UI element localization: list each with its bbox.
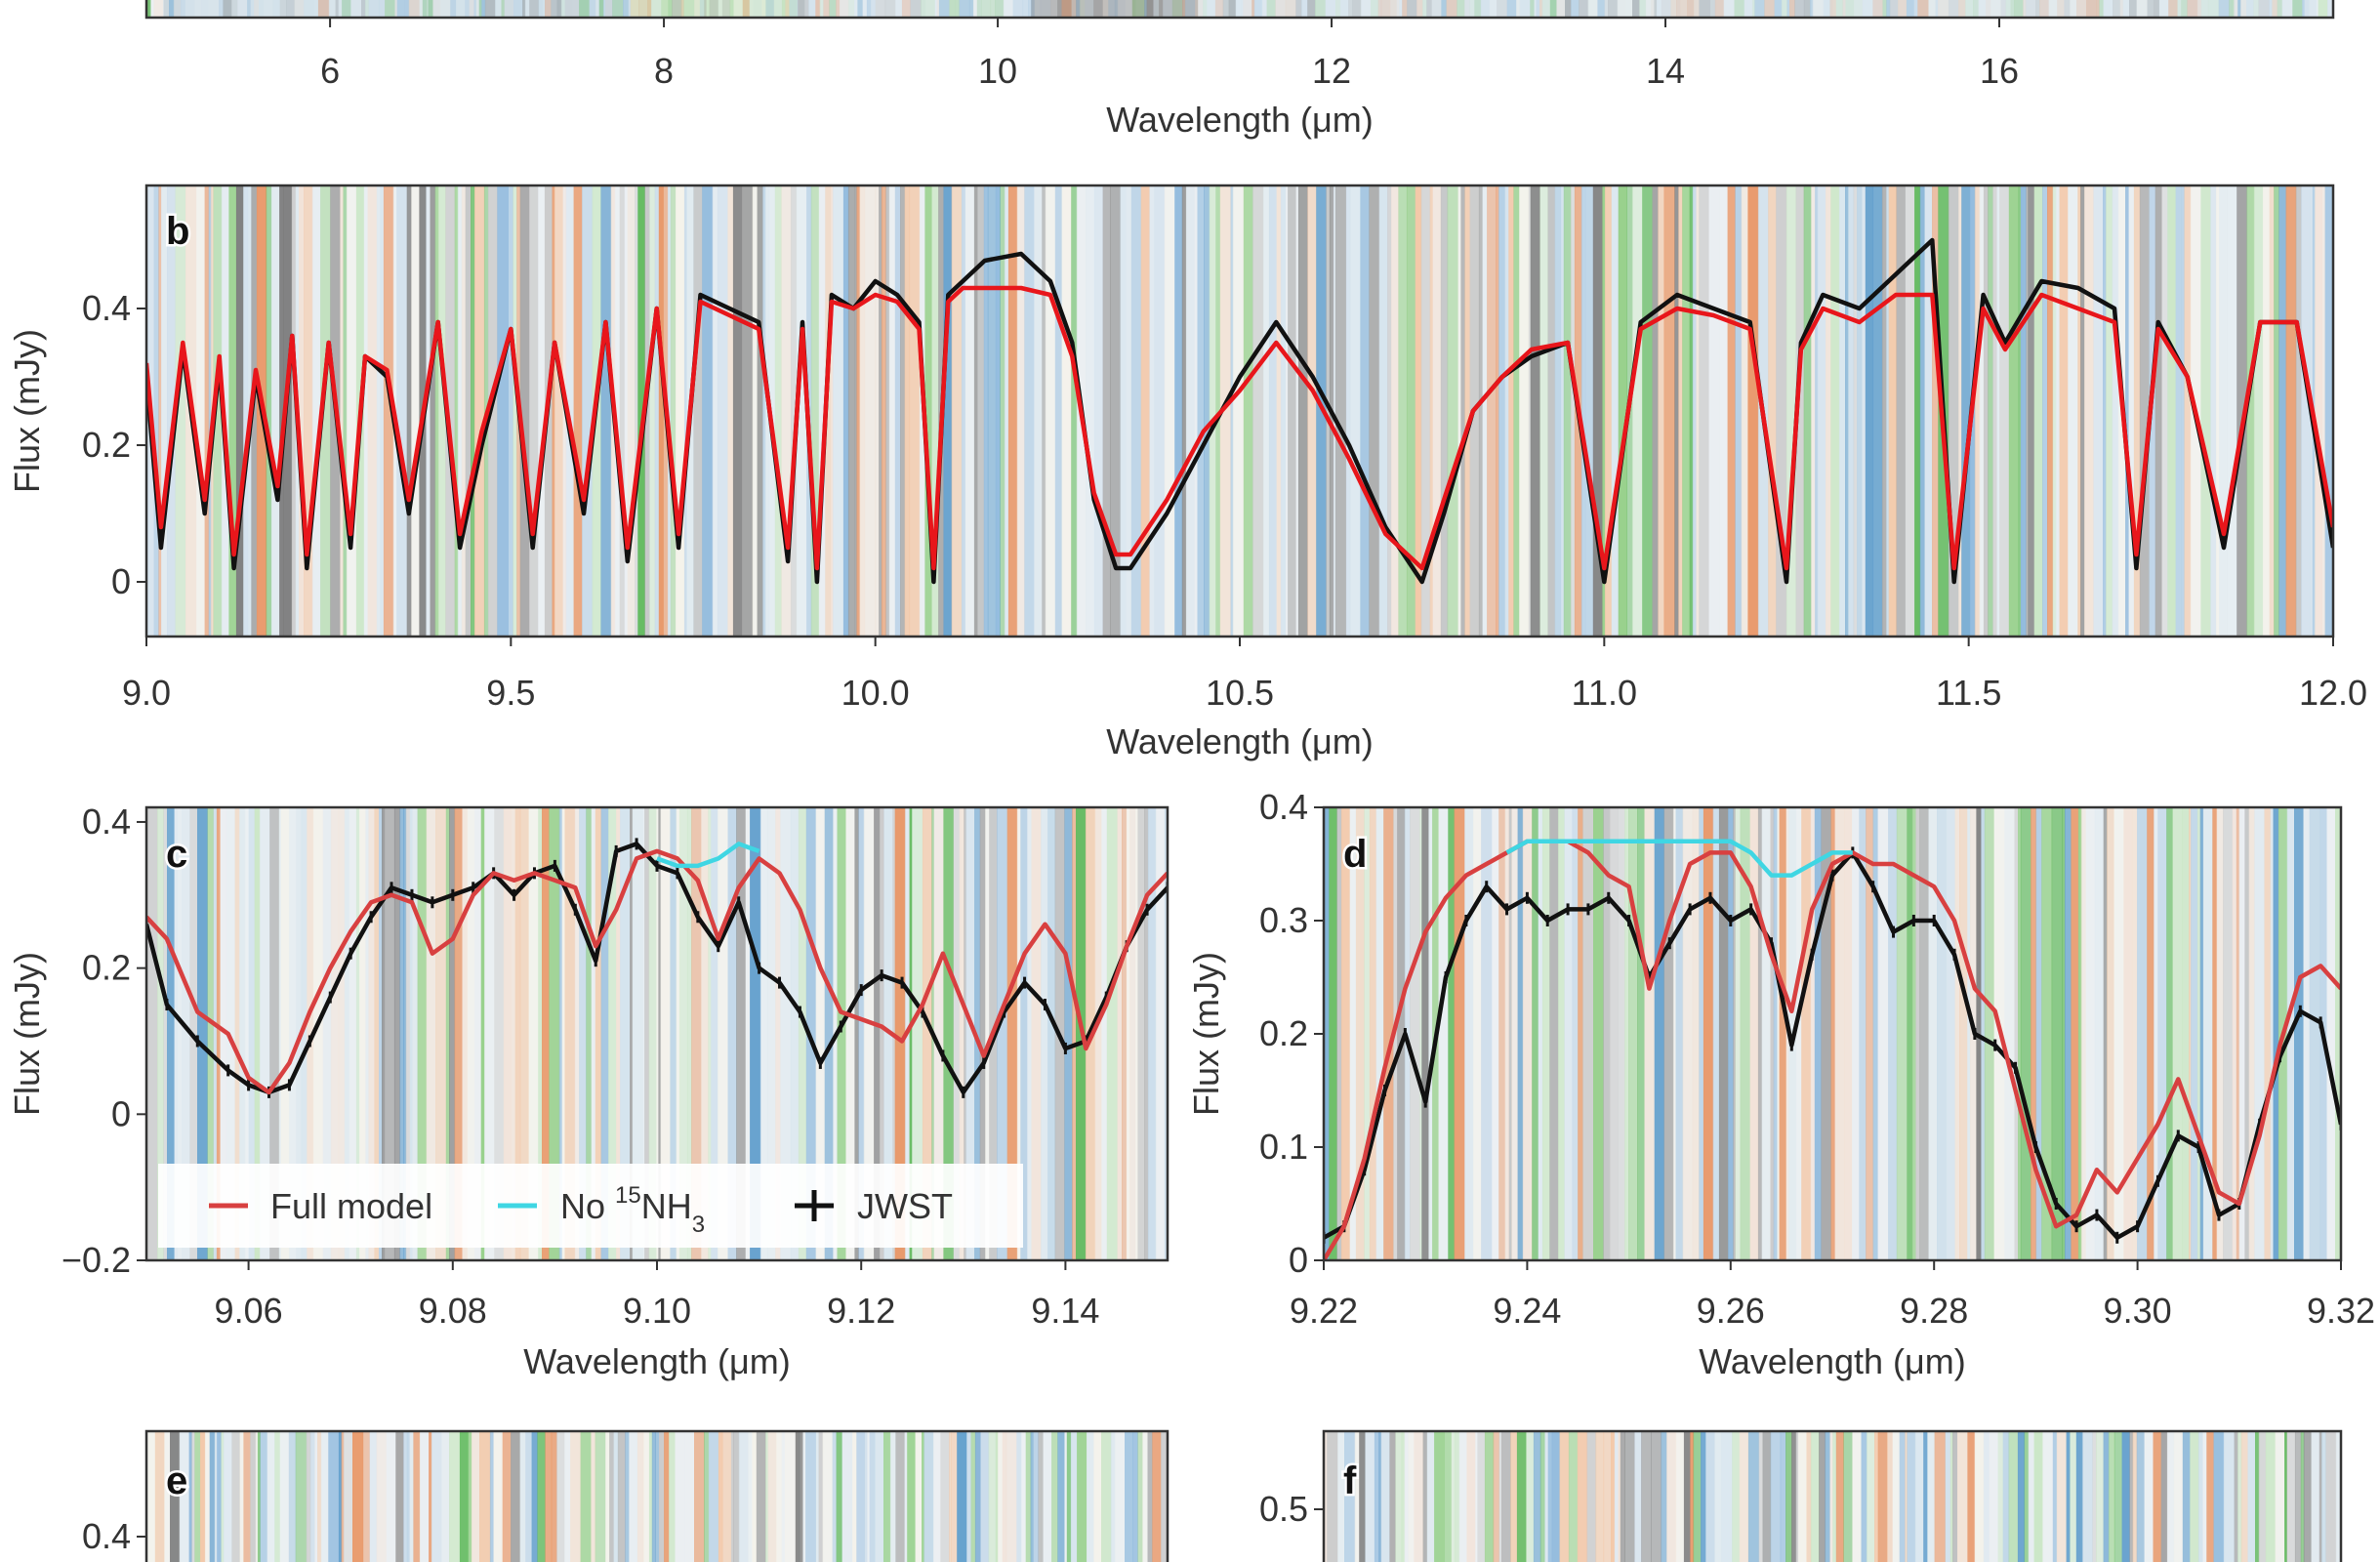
y-axis-title: Flux (mJy) (7, 952, 47, 1116)
x-tick-label: 6 (320, 51, 340, 91)
x-axis-title: Wavelength (μm) (1106, 100, 1373, 140)
y-axis-title: Flux (mJy) (1186, 952, 1226, 1116)
y-tick-label: −0.2 (62, 1240, 131, 1280)
panel-label: b (166, 210, 189, 253)
y-tick-label: 0.5 (1259, 1489, 1308, 1529)
y-tick-label: 0 (111, 1093, 131, 1133)
panel-d-series-full-model (1324, 839, 2341, 1260)
x-tick-label: 9.24 (1493, 1291, 1561, 1331)
panel-c-series-no-nh (656, 842, 760, 869)
x-tick-label: 8 (654, 51, 674, 91)
panel-f: 0.5 f (1259, 1429, 2343, 1562)
y-tick-label: 0.4 (82, 288, 131, 328)
legend: Full model No 15NH3 JWST (158, 1164, 1023, 1248)
legend-label-nh: NH (641, 1186, 692, 1226)
x-tick-label: 9.32 (2307, 1291, 2375, 1331)
x-tick-label: 10 (978, 51, 1017, 91)
legend-label-jwst: JWST (857, 1186, 953, 1226)
panel-f-background (1324, 1431, 2341, 1562)
panel-e: 0.4 e (82, 1429, 1169, 1562)
y-tick-label: 0.4 (1259, 787, 1308, 827)
panel-b: 9.0 9.5 10.0 10.5 11.0 11.5 12.0 0 0.2 0.4 Wavelen… (7, 184, 2367, 761)
panel-c-series-jwst (146, 842, 1168, 1095)
panel-b-background (146, 185, 2333, 637)
background-band (1031, 0, 1199, 18)
legend-subscript: 3 (692, 1212, 705, 1238)
panel-c-series-full-model (146, 848, 1168, 1095)
panel-c: 9.06 9.08 9.10 9.12 9.14 −0.2 0 0.2 0.4 Wavelengt… (7, 802, 1169, 1381)
background-band (797, 0, 1032, 18)
x-tick-label: 14 (1646, 51, 1685, 91)
x-tick-label: 9.26 (1697, 1291, 1765, 1331)
y-tick-label: 0.4 (82, 1516, 131, 1556)
y-tick-label: 0.3 (1259, 900, 1308, 940)
background-band (163, 0, 631, 18)
panel-label: c (166, 833, 187, 876)
panel-a: 6 8 10 12 14 16 Wavelength (μm) (144, 0, 2335, 140)
y-tick-label: 0.2 (82, 425, 131, 465)
x-tick-label: 9.22 (1290, 1291, 1358, 1331)
background-band (630, 0, 798, 18)
x-tick-label: 9.06 (215, 1291, 283, 1331)
panel-label: f (1343, 1459, 1357, 1502)
legend-label-full-model: Full model (270, 1186, 432, 1226)
x-tick-label: 11.5 (1936, 673, 2001, 713)
panel-a-frame (144, 0, 2335, 20)
y-axis-title: Flux (mJy) (7, 329, 47, 493)
x-axis-title: Wavelength (μm) (1699, 1341, 1965, 1381)
panel-d-background (1324, 807, 2341, 1260)
x-tick-label: 9.14 (1031, 1291, 1099, 1331)
panel-a-background (146, 0, 2333, 18)
x-tick-label: 9.5 (486, 673, 535, 713)
x-tick-label: 9.10 (623, 1291, 691, 1331)
x-tick-label: 12 (1312, 51, 1351, 91)
x-tick-label: 16 (1980, 51, 2019, 91)
x-tick-label: 12.0 (2299, 673, 2367, 713)
panel-f-frame (1322, 1429, 2343, 1562)
x-tick-label: 10.5 (1206, 673, 1274, 713)
x-tick-label: 9.08 (419, 1291, 487, 1331)
panel-e-background (146, 1431, 1168, 1562)
panel-b-series-1 (146, 285, 2333, 571)
x-axis-title: Wavelength (μm) (523, 1341, 790, 1381)
x-tick-label: 9.12 (827, 1291, 895, 1331)
x-tick-label: 9.28 (1900, 1291, 1968, 1331)
panel-label: d (1343, 833, 1367, 876)
x-axis-title: Wavelength (μm) (1106, 721, 1373, 761)
y-tick-label: 0.2 (82, 948, 131, 988)
y-tick-label: 0 (111, 561, 131, 601)
x-tick-label: 9.0 (122, 673, 171, 713)
y-tick-label: 0.2 (1259, 1013, 1308, 1053)
x-tick-label: 9.30 (2104, 1291, 2172, 1331)
panel-d-series-no-nh (1505, 839, 1853, 878)
background-band (1198, 0, 2317, 18)
y-tick-label: 0.4 (82, 802, 131, 842)
panel-label: e (166, 1459, 187, 1502)
legend-superscript: 15 (615, 1182, 641, 1209)
panel-d: 9.22 9.24 9.26 9.28 9.30 9.32 0 0.1 0.2 0.3 0.4 Wav… (1186, 787, 2375, 1381)
x-tick-label: 10.0 (841, 673, 910, 713)
panel-e-frame (144, 1429, 1169, 1562)
y-tick-label: 0 (1289, 1240, 1308, 1280)
y-tick-label: 0.1 (1259, 1127, 1308, 1167)
x-tick-label: 11.0 (1572, 673, 1637, 713)
